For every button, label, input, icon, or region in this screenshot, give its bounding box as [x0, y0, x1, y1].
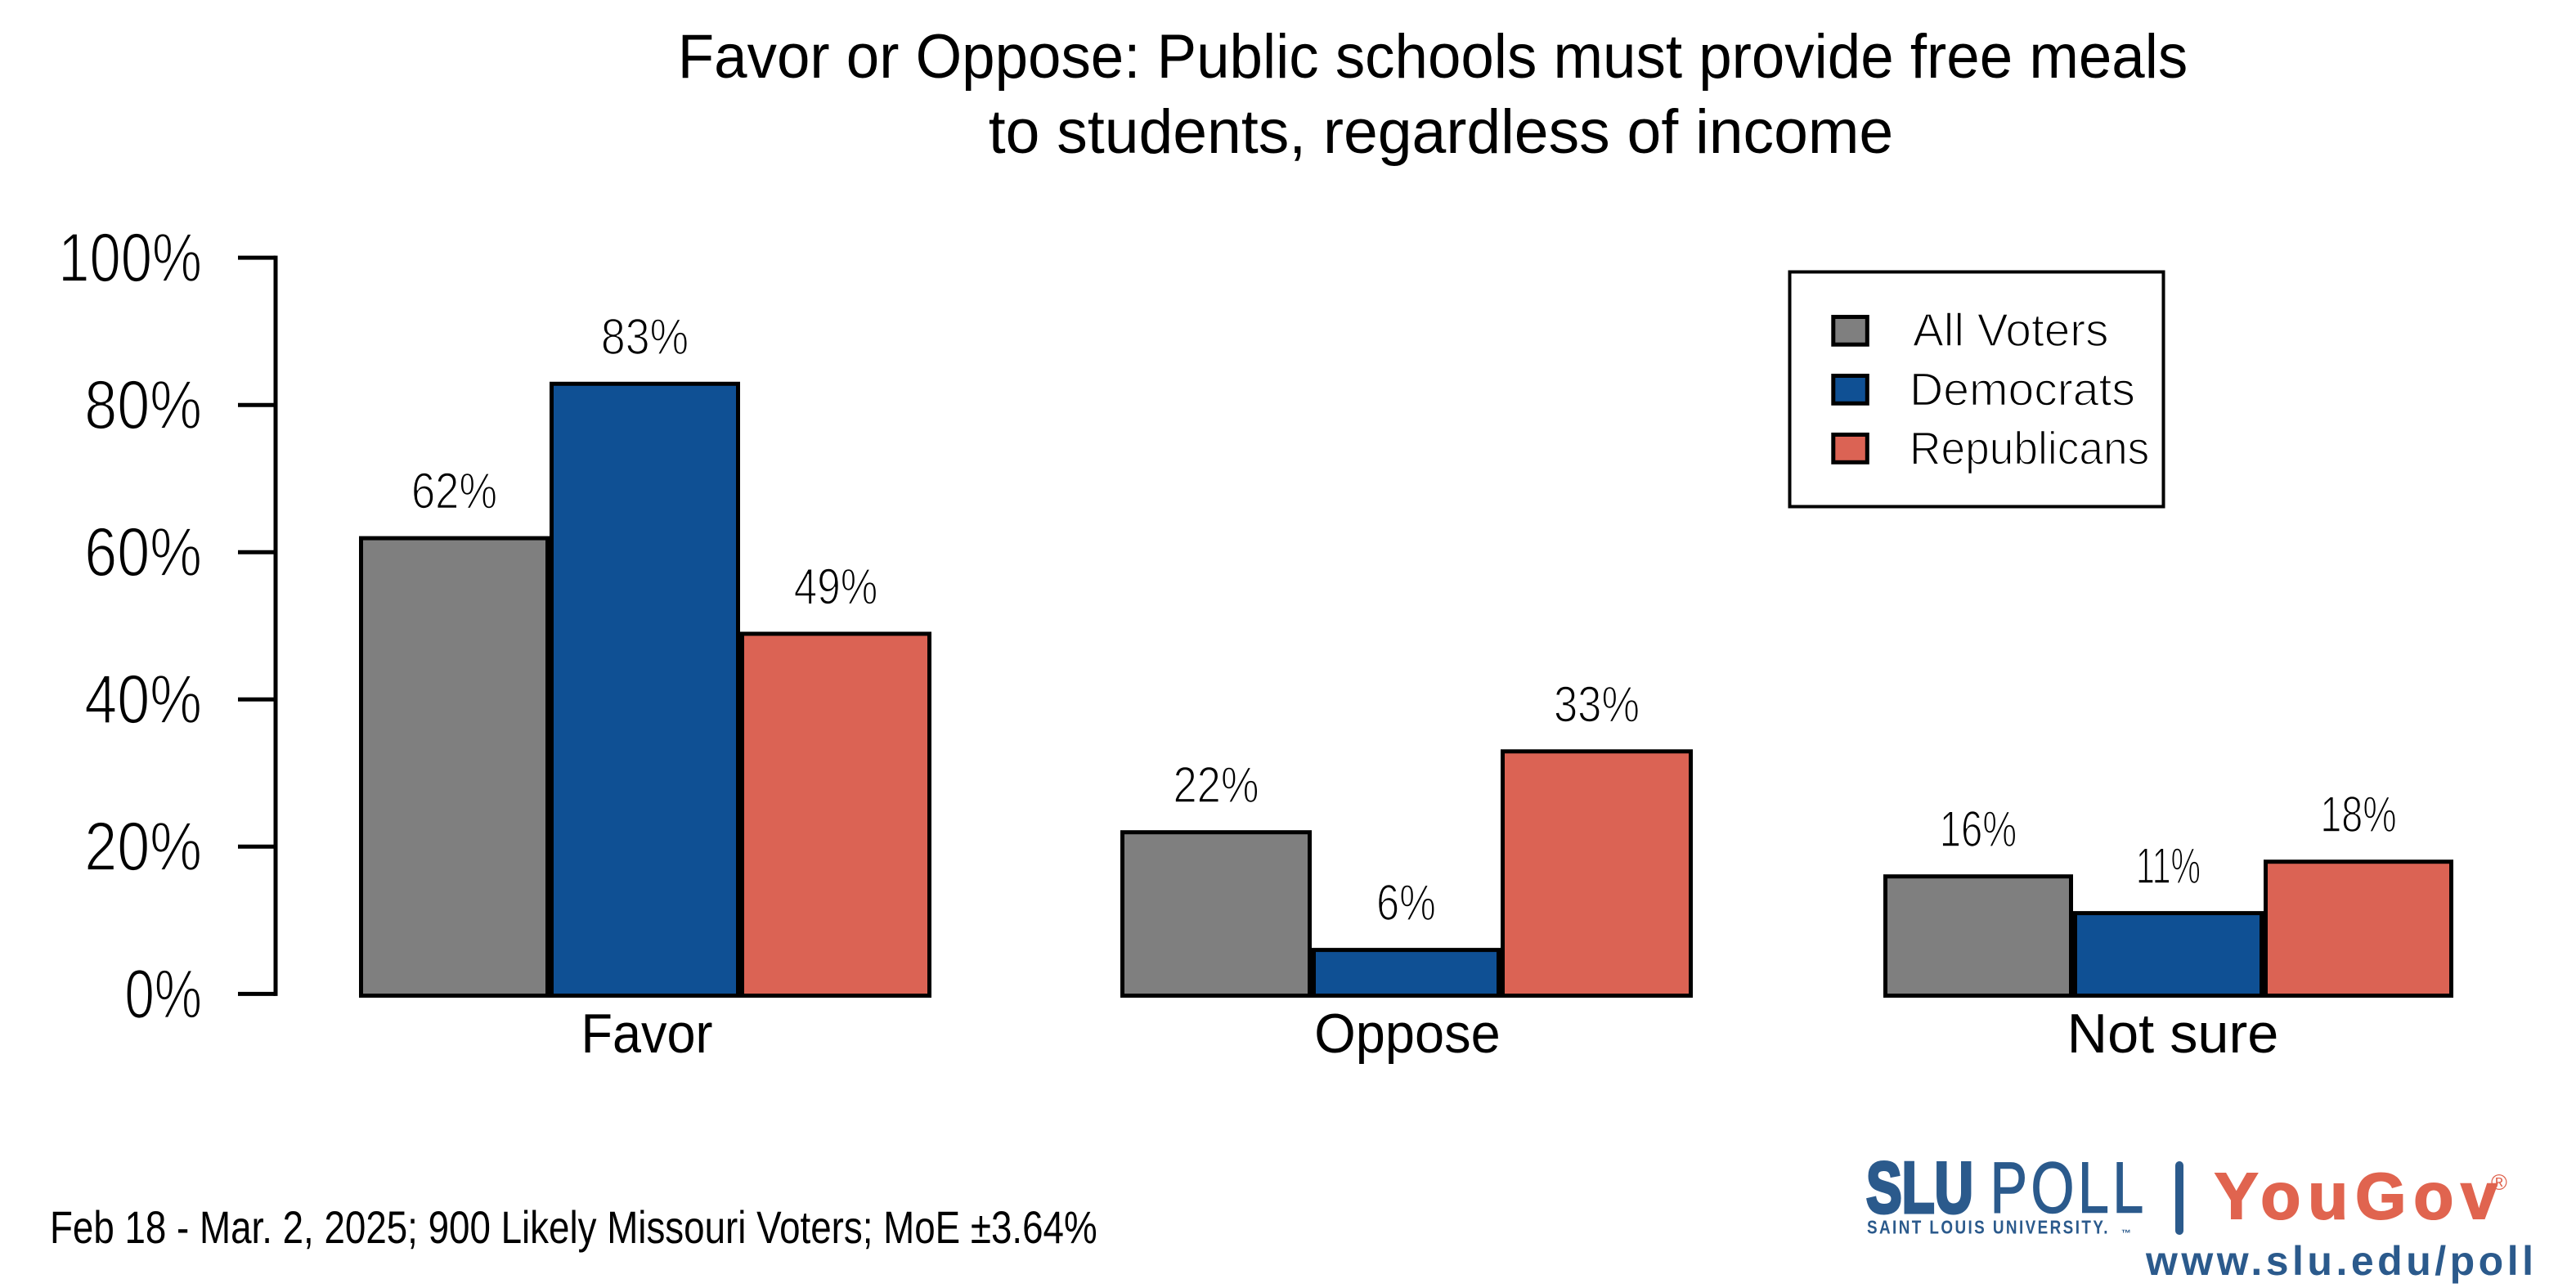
svg-text:SAINT LOUIS UNIVERSITY.: SAINT LOUIS UNIVERSITY. [1867, 1218, 2110, 1238]
svg-text:0%: 0% [124, 955, 202, 1032]
svg-text:Favor: Favor [581, 1003, 713, 1065]
svg-text:Oppose: Oppose [1314, 1003, 1500, 1066]
svg-text:Republicans: Republicans [1910, 422, 2149, 474]
svg-text:49%: 49% [794, 559, 878, 616]
svg-text:20%: 20% [84, 808, 202, 886]
svg-text:33%: 33% [1554, 676, 1640, 733]
svg-text:62%: 62% [411, 463, 497, 519]
svg-text:to students, regardless of inc: to students, regardless of income [989, 98, 1893, 167]
svg-text:60%: 60% [84, 514, 202, 591]
svg-text:22%: 22% [1173, 757, 1259, 814]
svg-text:Not sure: Not sure [2067, 1003, 2279, 1065]
svg-text:100%: 100% [58, 221, 202, 297]
svg-text:Democrats: Democrats [1910, 364, 2135, 416]
svg-text:®: ® [2491, 1170, 2507, 1195]
svg-text:80%: 80% [84, 366, 202, 444]
svg-text:™: ™ [2121, 1227, 2131, 1239]
svg-text:11%: 11% [2136, 838, 2201, 895]
svg-text:YouGov: YouGov [2215, 1160, 2505, 1232]
svg-text:Favor or Oppose: Public school: Favor or Oppose: Public schools must pro… [678, 22, 2188, 92]
svg-text:www.slu.edu/poll: www.slu.edu/poll [2145, 1238, 2538, 1284]
svg-text:Feb 18 - Mar. 2, 2025; 900 Lik: Feb 18 - Mar. 2, 2025; 900 Likely Missou… [50, 1202, 1097, 1253]
svg-text:18%: 18% [2320, 786, 2396, 843]
svg-text:6%: 6% [1376, 875, 1436, 931]
svg-text:40%: 40% [84, 661, 202, 738]
svg-text:SLU: SLU [1866, 1148, 1973, 1228]
svg-text:POLL: POLL [1990, 1147, 2147, 1228]
svg-text:All Voters: All Voters [1913, 305, 2108, 357]
svg-text:83%: 83% [601, 308, 689, 366]
svg-text:16%: 16% [1940, 801, 2017, 858]
